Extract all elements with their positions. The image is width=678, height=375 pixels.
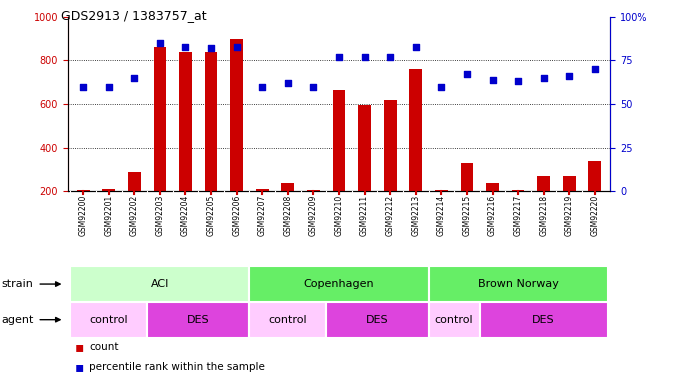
Bar <box>428 302 480 338</box>
Text: ▪: ▪ <box>75 360 84 375</box>
Text: GSM92208: GSM92208 <box>283 195 292 236</box>
Text: DES: DES <box>366 315 388 325</box>
Bar <box>231 39 243 191</box>
Bar <box>153 47 166 191</box>
Bar <box>563 176 576 191</box>
Bar <box>384 100 397 191</box>
Text: DES: DES <box>187 315 210 325</box>
Text: GSM92215: GSM92215 <box>462 195 471 236</box>
Bar <box>333 90 345 191</box>
Point <box>283 80 294 86</box>
Bar <box>428 266 607 302</box>
Point <box>129 75 140 81</box>
Bar <box>71 266 250 302</box>
Text: GSM92203: GSM92203 <box>155 195 164 236</box>
Text: ▪: ▪ <box>75 340 84 354</box>
Bar <box>128 172 141 191</box>
Text: agent: agent <box>1 315 34 325</box>
Text: GSM92212: GSM92212 <box>386 195 395 236</box>
Point <box>78 84 89 90</box>
Bar <box>358 105 371 191</box>
Text: GSM92214: GSM92214 <box>437 195 446 236</box>
Bar <box>281 183 294 191</box>
Text: GSM92213: GSM92213 <box>412 195 420 236</box>
Bar <box>435 190 447 191</box>
Text: percentile rank within the sample: percentile rank within the sample <box>89 363 265 372</box>
Point <box>359 54 370 60</box>
Point <box>384 54 395 60</box>
Text: GSM92219: GSM92219 <box>565 195 574 236</box>
Bar <box>460 163 473 191</box>
Point <box>410 44 421 50</box>
Text: GSM92216: GSM92216 <box>488 195 497 236</box>
Text: GSM92205: GSM92205 <box>207 195 216 236</box>
Text: GSM92210: GSM92210 <box>334 195 344 236</box>
Point <box>257 84 268 90</box>
Point <box>589 66 600 72</box>
Text: GSM92201: GSM92201 <box>104 195 113 236</box>
Text: control: control <box>89 315 128 325</box>
Text: GSM92204: GSM92204 <box>181 195 190 236</box>
Point <box>155 40 165 46</box>
Bar <box>102 189 115 191</box>
Text: GSM92218: GSM92218 <box>539 195 549 236</box>
Text: control: control <box>268 315 307 325</box>
Bar <box>307 190 320 191</box>
Point <box>462 71 473 77</box>
Text: Brown Norway: Brown Norway <box>478 279 559 289</box>
Text: control: control <box>435 315 473 325</box>
Bar <box>537 176 550 191</box>
Text: ACI: ACI <box>151 279 169 289</box>
Text: GDS2913 / 1383757_at: GDS2913 / 1383757_at <box>61 9 207 22</box>
Bar <box>589 161 601 191</box>
Bar <box>326 302 428 338</box>
Point <box>205 45 216 51</box>
Point <box>513 78 523 84</box>
Point <box>103 84 114 90</box>
Text: Copenhagen: Copenhagen <box>304 279 374 289</box>
Bar <box>250 302 326 338</box>
Bar <box>486 183 499 191</box>
Point <box>564 73 575 79</box>
Point <box>231 44 242 50</box>
Bar <box>179 52 192 191</box>
Bar <box>71 302 147 338</box>
Text: GSM92220: GSM92220 <box>591 195 599 236</box>
Text: GSM92206: GSM92206 <box>232 195 241 236</box>
Bar <box>77 190 89 191</box>
Point <box>334 54 344 60</box>
Text: GSM92217: GSM92217 <box>514 195 523 236</box>
Text: strain: strain <box>1 279 33 289</box>
Text: GSM92200: GSM92200 <box>79 195 87 236</box>
Bar <box>512 190 525 191</box>
Point <box>487 76 498 82</box>
Point <box>538 75 549 81</box>
Text: DES: DES <box>532 315 555 325</box>
Bar <box>147 302 250 338</box>
Text: count: count <box>89 342 119 352</box>
Text: GSM92209: GSM92209 <box>309 195 318 236</box>
Text: GSM92207: GSM92207 <box>258 195 266 236</box>
Text: GSM92202: GSM92202 <box>129 195 139 236</box>
Text: GSM92211: GSM92211 <box>360 195 369 236</box>
Point <box>180 44 191 50</box>
Point <box>436 84 447 90</box>
Bar <box>256 189 268 191</box>
Bar <box>410 69 422 191</box>
Point <box>308 84 319 90</box>
Bar <box>250 266 428 302</box>
Bar <box>480 302 607 338</box>
Bar <box>205 52 218 191</box>
